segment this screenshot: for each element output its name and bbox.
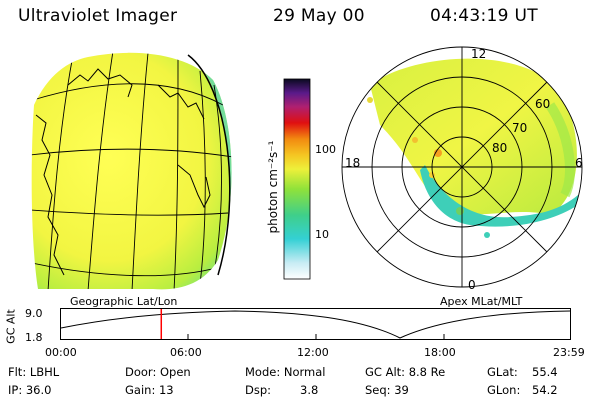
filter-info: Flt: LBHL — [8, 365, 60, 379]
mode-info: Mode: Normal — [245, 365, 326, 379]
observation-time: 04:43:19 UT — [430, 6, 538, 26]
altitude-axis-label: GC Alt — [4, 309, 18, 344]
glat-value: 55.4 — [532, 365, 558, 379]
glon-value: 54.2 — [532, 383, 558, 397]
dsp-label: Dsp: — [245, 383, 272, 397]
x-tick-0600: 06:00 — [170, 346, 202, 359]
altitude-y-bottom: 1.8 — [25, 331, 43, 344]
mlt-12-label: 12 — [471, 47, 487, 61]
polar-panel-caption: Apex MLat/MLT — [440, 295, 523, 308]
dsp-value: 3.8 — [300, 383, 319, 397]
glon-label: GLon: — [487, 383, 521, 397]
x-tick-2359: 23:59 — [553, 346, 585, 359]
colorbar-label: photon cm⁻²s⁻¹ — [266, 140, 280, 234]
observation-date: 29 May 00 — [273, 6, 365, 26]
gc-alt-info: GC Alt: 8.8 Re — [365, 365, 446, 379]
x-tick-1800: 18:00 — [424, 346, 456, 359]
mlat-80-label: 80 — [492, 141, 508, 155]
mlt-0-label: 0 — [468, 278, 476, 292]
x-tick-1200: 12:00 — [297, 346, 329, 359]
mlat-60-label: 60 — [535, 97, 551, 111]
colorbar-tick-10: 10 — [315, 228, 329, 241]
door-info: Door: Open — [125, 365, 191, 379]
glat-label: GLat: — [487, 365, 518, 379]
ip-info: IP: 36.0 — [8, 383, 52, 397]
altitude-plot — [60, 308, 571, 340]
colorbar-tick-100: 100 — [315, 143, 336, 156]
geographic-auroral-image — [31, 52, 232, 290]
gain-info: Gain: 13 — [125, 383, 174, 397]
polar-mlat-mlt-image — [341, 46, 583, 288]
mlt-6-label: 6 — [575, 156, 583, 170]
altitude-y-top: 9.0 — [25, 307, 43, 320]
colorbar — [283, 78, 311, 280]
x-tick-0000: 00:00 — [45, 346, 77, 359]
mlt-18-label: 18 — [345, 156, 361, 170]
geo-panel-caption: Geographic Lat/Lon — [70, 295, 178, 308]
seq-info: Seq: 39 — [365, 383, 409, 397]
instrument-title: Ultraviolet Imager — [18, 6, 178, 26]
mlat-70-label: 70 — [512, 121, 528, 135]
